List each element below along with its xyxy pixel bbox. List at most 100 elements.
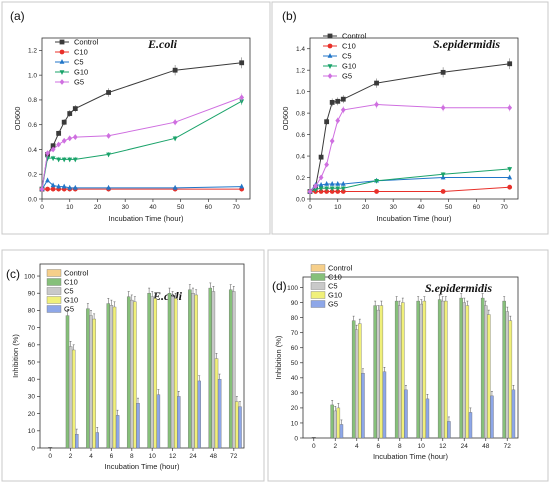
data-point-Control xyxy=(318,154,324,160)
data-point-G10 xyxy=(45,156,50,162)
bar-G10 xyxy=(133,301,137,449)
x-tick-label: 2 xyxy=(333,443,337,450)
line-chart-1: (b) S.epidermidis 0 10 20 30 40 50 60 70 0.0 0.2 0.4… xyxy=(271,1,549,235)
x-axis-label: Incubation Time (hour) xyxy=(373,452,449,461)
bar-G10 xyxy=(465,305,470,439)
bar-C5 xyxy=(150,296,154,449)
x-tick-label: 4 xyxy=(355,443,359,450)
bar-G10 xyxy=(444,300,448,439)
bar-C10 xyxy=(147,293,151,449)
x-tick-label: 4 xyxy=(89,453,93,460)
data-point-G10 xyxy=(318,186,324,192)
data-point-G10 xyxy=(67,157,73,163)
bar-G10 xyxy=(214,358,219,449)
data-point-G5 xyxy=(374,101,379,108)
legend-label: Control xyxy=(64,269,89,278)
x-tick-label: 48 xyxy=(210,453,218,460)
x-tick-label: 0 xyxy=(48,453,52,460)
bar-G10 xyxy=(173,298,178,449)
data-point-C5 xyxy=(340,180,346,186)
bar-G5 xyxy=(177,396,181,449)
bar-C5 xyxy=(130,299,134,449)
x-axis-label: Incubation Time (hour) xyxy=(376,214,452,223)
y-tick-label: 0.2 xyxy=(296,175,305,182)
legend-marker xyxy=(59,39,65,45)
panel-letter: (a) xyxy=(10,9,25,23)
data-point-Control xyxy=(440,69,446,75)
bar-G5 xyxy=(361,373,365,439)
data-point-Control xyxy=(329,100,335,105)
bar-G5 xyxy=(339,424,344,439)
x-tick-label: 70 xyxy=(233,204,241,211)
x-tick-label: 8 xyxy=(130,453,134,460)
x-tick-label: 60 xyxy=(473,204,481,211)
data-point-C10 xyxy=(340,189,346,194)
bar-G5 xyxy=(197,380,201,449)
bar-C10 xyxy=(106,303,111,449)
legend-label: Control xyxy=(74,38,99,47)
bar-C5 xyxy=(376,309,380,439)
bar-G10 xyxy=(508,320,513,439)
legend-swatch xyxy=(46,269,62,277)
data-point-G10 xyxy=(56,157,62,163)
data-point-Control xyxy=(335,98,341,104)
legend-marker xyxy=(59,49,65,55)
data-point-G10 xyxy=(335,186,341,192)
data-point-C5 xyxy=(324,180,330,186)
x-tick-label: 40 xyxy=(149,204,157,211)
y-axis-label: Inhibition (%) xyxy=(11,334,20,378)
x-tick-label: 10 xyxy=(149,453,157,460)
panel-frame xyxy=(1,1,271,235)
legend-swatch xyxy=(46,305,62,313)
data-point-C5 xyxy=(507,174,513,180)
legend-label: G10 xyxy=(64,296,78,305)
legend-label: C5 xyxy=(342,52,352,61)
y-tick-label: 70 xyxy=(28,325,36,332)
y-axis-label: Inhibition (%) xyxy=(274,335,283,379)
data-point-C10 xyxy=(329,189,335,194)
chart-title: E.coli xyxy=(147,37,178,51)
legend-marker xyxy=(59,59,65,64)
legend-swatch xyxy=(310,273,326,281)
legend-label: G10 xyxy=(328,291,342,300)
y-tick-label: 0 xyxy=(294,435,298,442)
data-point-Control xyxy=(67,111,73,116)
bar-G10 xyxy=(379,305,384,439)
data-point-G5 xyxy=(106,132,111,139)
y-tick-label: 50 xyxy=(28,359,36,366)
data-point-C5 xyxy=(172,184,178,190)
y-tick-label: 0.8 xyxy=(296,110,305,117)
bar-G5 xyxy=(511,389,516,439)
bar-C10 xyxy=(437,299,442,439)
data-point-G10 xyxy=(374,178,379,184)
bar-G10 xyxy=(92,318,96,449)
y-tick-label: 30 xyxy=(291,390,299,397)
bar-C5 xyxy=(109,305,114,449)
bar-G5 xyxy=(425,398,430,439)
data-point-C5 xyxy=(50,182,56,188)
y-tick-label: 0.4 xyxy=(28,147,37,154)
data-point-G10 xyxy=(72,157,78,163)
legend-label: C5 xyxy=(64,287,74,296)
bar-C10 xyxy=(480,297,485,439)
y-axis-label: OD600 xyxy=(281,107,290,131)
legend-marker xyxy=(327,33,333,39)
x-tick-label: 10 xyxy=(334,204,342,211)
bar-C5 xyxy=(232,291,236,449)
data-point-C5 xyxy=(318,182,324,187)
y-tick-label: 70 xyxy=(291,330,299,337)
x-tick-label: 20 xyxy=(362,204,370,211)
plot-area-frame xyxy=(41,37,251,200)
series-line-C10 xyxy=(310,186,510,192)
x-tick-label: 10 xyxy=(66,204,74,211)
panel-frame xyxy=(267,249,549,482)
y-tick-label: 20 xyxy=(28,411,36,418)
data-point-C10 xyxy=(324,189,330,194)
data-point-G10 xyxy=(50,156,56,162)
series-line-Control xyxy=(309,63,510,192)
bar-C5 xyxy=(419,303,423,439)
data-point-G5 xyxy=(507,104,513,111)
